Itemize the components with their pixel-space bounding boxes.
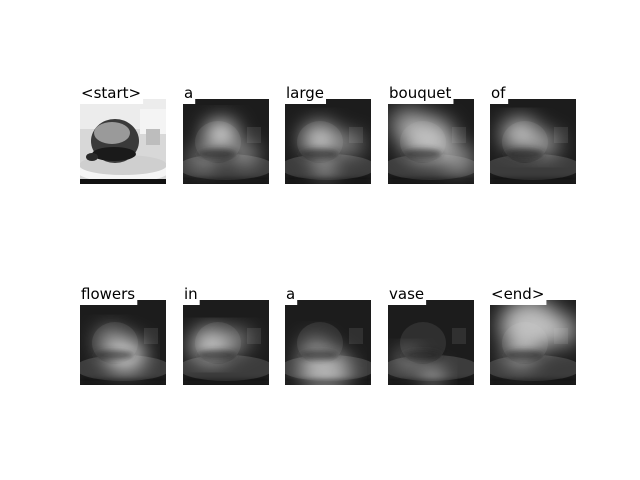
attention-map	[388, 99, 474, 184]
panel: flowers	[80, 284, 166, 385]
caption-box	[183, 83, 196, 104]
caption-box	[183, 284, 200, 305]
caption-word: of	[491, 84, 506, 102]
attention-map	[285, 300, 371, 385]
caption-word: a	[286, 285, 295, 303]
caption-box	[285, 284, 298, 305]
caption-word: large	[286, 84, 324, 102]
panel: bouquet	[388, 83, 474, 184]
panel: of	[490, 83, 576, 184]
panel: in	[183, 284, 269, 385]
panel: <start>	[80, 83, 166, 184]
caption-box	[80, 83, 144, 104]
caption-word: <start>	[81, 84, 141, 102]
attention-map	[80, 300, 166, 385]
source-photo	[80, 99, 166, 184]
caption-box	[490, 83, 509, 104]
caption-box	[490, 284, 547, 305]
panel-grid: <start> a large bouquet of flowers in a vase <end…	[80, 83, 576, 385]
caption-word: bouquet	[389, 84, 451, 102]
attention-map	[490, 300, 576, 385]
attention-map	[183, 99, 269, 184]
panel: vase	[388, 284, 474, 385]
panel: <end>	[490, 284, 576, 385]
attention-map	[183, 300, 269, 385]
caption-box	[388, 83, 454, 104]
caption-box	[80, 284, 138, 305]
caption-word: flowers	[81, 285, 135, 303]
attention-map	[285, 99, 371, 184]
attention-map	[490, 99, 576, 184]
attention-map	[388, 300, 474, 385]
caption-word: <end>	[491, 285, 544, 303]
panel: a	[285, 284, 371, 385]
caption-word: a	[184, 84, 193, 102]
caption-box	[388, 284, 427, 305]
caption-word: vase	[389, 285, 424, 303]
panel: a	[183, 83, 269, 184]
caption-word: in	[184, 285, 198, 303]
panel: large	[285, 83, 371, 184]
caption-box	[285, 83, 327, 104]
